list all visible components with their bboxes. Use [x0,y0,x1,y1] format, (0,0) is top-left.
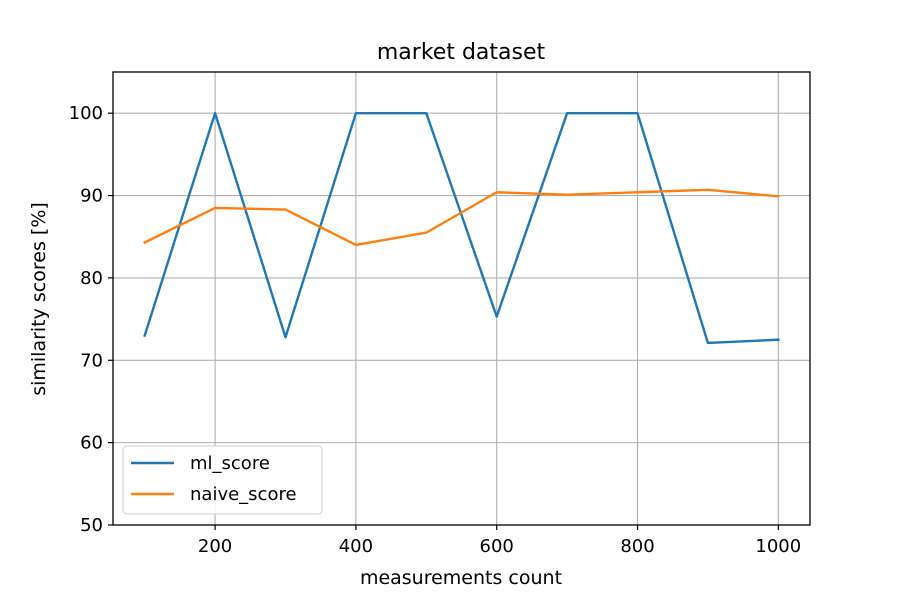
series-lines [143,111,780,345]
y-tick-label: 70 [80,350,103,371]
y-axis-ticks: 50 60 70 80 90 100 [69,103,113,536]
y-axis-label: similarity scores [%] [28,202,50,396]
legend: ml_score naive_score [122,445,323,515]
y-tick-label: 60 [80,433,103,454]
y-tick-label: 80 [80,268,103,289]
legend-label-ml-score: ml_score [190,453,270,474]
x-axis-ticks: 200 400 600 800 1000 [198,525,801,557]
x-tick-label: 200 [198,536,232,557]
x-tick-label: 400 [339,536,373,557]
x-tick-label: 600 [480,536,514,557]
x-tick-label: 1000 [755,536,801,557]
series-line-naive-score [143,188,780,247]
x-axis-label: measurements count [360,567,562,589]
series-line-ml-score [143,111,780,345]
chart-title: market dataset [377,40,546,65]
y-tick-label: 50 [80,515,103,536]
y-tick-label: 100 [69,103,103,124]
y-tick-label: 90 [80,186,103,207]
plot-frame [112,71,811,526]
legend-label-naive-score: naive_score [190,484,297,505]
x-tick-label: 800 [620,536,654,557]
